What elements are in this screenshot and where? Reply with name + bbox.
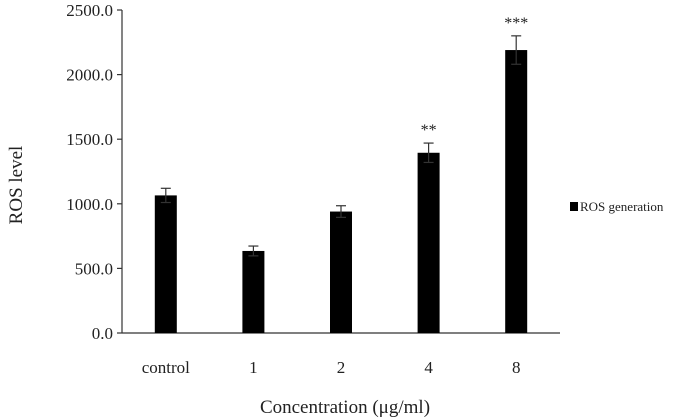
x-tick-label: control [142, 358, 190, 377]
y-tick-label: 0.0 [92, 324, 113, 343]
y-axis-title: ROS level [6, 146, 27, 225]
x-tick-label: 1 [249, 358, 258, 377]
y-axis: 0.0 500.0 1000.0 1500.0 2000.0 2500.0 [66, 1, 123, 343]
significance-markers: ***** [421, 15, 529, 139]
y-tick-label: 2000.0 [66, 66, 113, 85]
bar [154, 195, 177, 333]
legend-label: ROS generation [580, 199, 664, 214]
bar [417, 152, 440, 333]
x-tick-label: 8 [512, 358, 521, 377]
significance-marker: *** [504, 15, 528, 32]
x-tick-label: 2 [337, 358, 346, 377]
y-tick-label: 500.0 [75, 259, 113, 278]
bars [154, 50, 528, 333]
x-tick-label: 4 [424, 358, 433, 377]
x-axis-title: Concentration (μg/ml) [260, 397, 430, 418]
bar [330, 211, 352, 333]
legend-swatch [570, 202, 578, 211]
y-tick-label: 2500.0 [66, 1, 113, 20]
x-axis: control 1 2 4 8 [122, 332, 560, 377]
significance-marker: ** [421, 122, 437, 139]
bar [505, 50, 528, 333]
y-tick-label: 1000.0 [66, 195, 113, 214]
error-bars [160, 35, 522, 257]
legend: ROS generation [570, 199, 664, 214]
y-tick-label: 1500.0 [66, 130, 113, 149]
bar [242, 250, 265, 333]
